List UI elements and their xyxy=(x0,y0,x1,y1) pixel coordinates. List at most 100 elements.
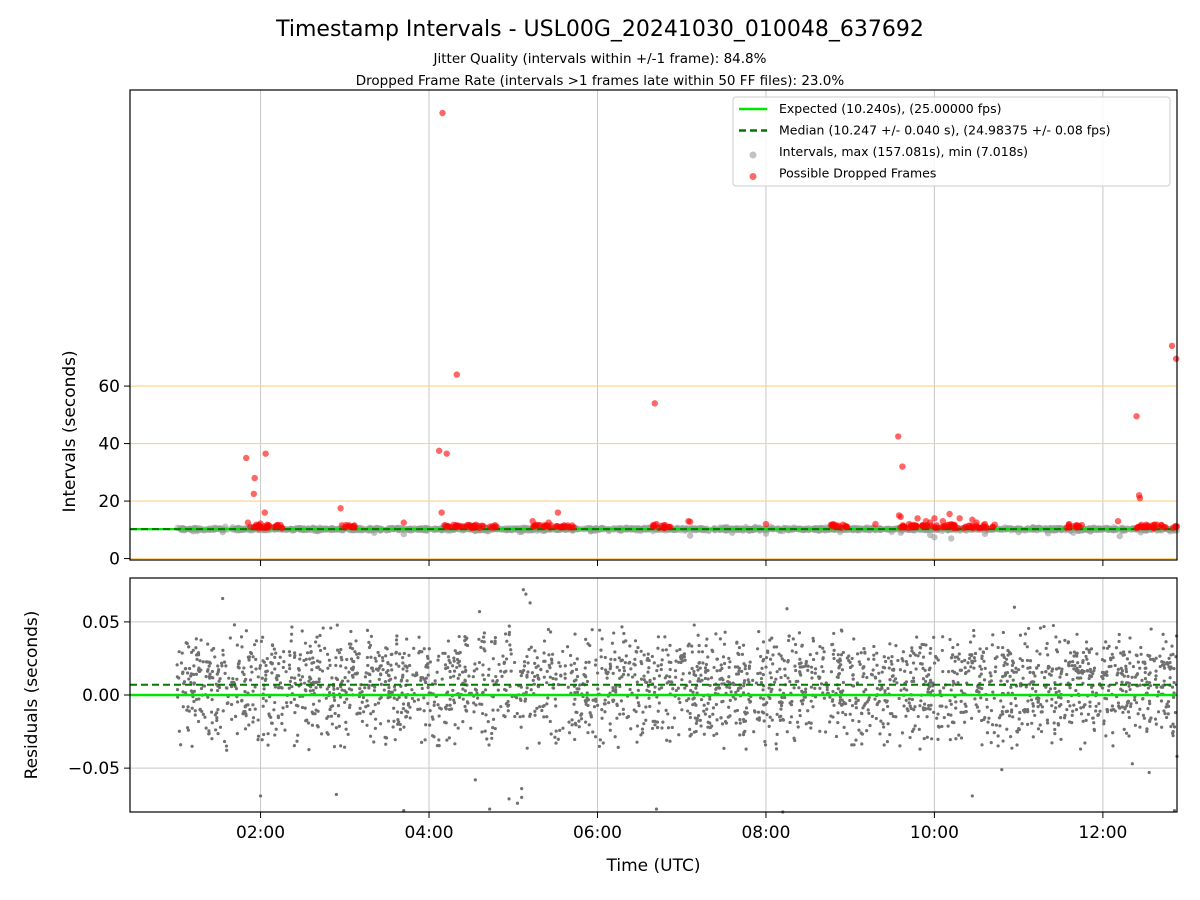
residual-point xyxy=(585,691,589,695)
residual-point xyxy=(913,724,917,728)
residual-point xyxy=(343,689,347,693)
residual-point xyxy=(720,682,724,686)
residual-point xyxy=(655,726,660,730)
residual-point xyxy=(621,712,626,716)
dropped-frame-point xyxy=(554,509,562,516)
residual-point xyxy=(990,643,994,647)
residual-point xyxy=(703,712,708,716)
residual-point xyxy=(284,670,288,674)
residual-point xyxy=(842,725,846,729)
residual-point xyxy=(1111,655,1115,660)
residual-point xyxy=(912,727,916,731)
dropped-frame-point xyxy=(569,522,576,529)
residual-point xyxy=(839,663,843,667)
residual-point xyxy=(809,726,813,730)
residual-point xyxy=(480,702,484,706)
residual-point xyxy=(404,709,408,713)
residual-point xyxy=(1147,770,1151,775)
residual-point xyxy=(384,670,389,674)
residual-point xyxy=(319,685,323,689)
residual-point xyxy=(699,724,703,728)
residual-point xyxy=(270,643,275,647)
residual-point xyxy=(533,713,537,717)
residual-point xyxy=(496,688,500,692)
residual-point xyxy=(706,668,710,673)
residual-point xyxy=(402,808,406,813)
residual-point xyxy=(644,718,648,722)
residual-point xyxy=(463,638,467,643)
dropped-frame-point xyxy=(1151,521,1158,529)
dropped-frame-point xyxy=(435,447,443,454)
residual-point xyxy=(980,743,984,747)
dropped-frame-point xyxy=(1158,522,1166,529)
residual-point xyxy=(437,744,441,748)
residual-point xyxy=(177,650,181,654)
residual-point xyxy=(216,707,220,712)
residual-point xyxy=(654,807,659,811)
residual-point xyxy=(181,670,185,674)
residual-point xyxy=(863,702,867,706)
residual-point xyxy=(326,732,330,736)
dropped-frame-point xyxy=(493,523,500,530)
residual-point xyxy=(861,665,865,670)
residual-point xyxy=(837,660,841,664)
residual-point xyxy=(1136,660,1140,664)
residual-point xyxy=(644,705,648,709)
residual-point xyxy=(1113,663,1117,668)
residual-point xyxy=(414,671,419,675)
residual-point xyxy=(204,675,208,679)
residual-point xyxy=(743,667,747,671)
residual-point xyxy=(209,710,214,714)
residual-point xyxy=(809,699,813,703)
residual-point xyxy=(980,656,984,661)
residual-point xyxy=(1076,668,1080,672)
dropped-frame-point xyxy=(956,515,963,522)
residual-point xyxy=(789,715,794,719)
residual-point xyxy=(744,747,748,751)
residual-point xyxy=(915,635,919,639)
intervals-axes-frame xyxy=(129,89,1178,561)
residual-point xyxy=(603,655,607,660)
residual-point xyxy=(491,679,495,683)
residual-point xyxy=(227,676,231,680)
residual-point xyxy=(251,655,255,659)
residual-point xyxy=(351,666,355,671)
residual-point xyxy=(1081,705,1086,709)
residual-point xyxy=(452,674,456,678)
residual-point xyxy=(273,685,277,689)
residual-point xyxy=(303,641,308,645)
residual-point xyxy=(422,647,426,651)
residual-point xyxy=(1040,705,1045,709)
residual-point xyxy=(886,656,891,660)
residual-point xyxy=(356,656,360,660)
residual-point xyxy=(351,675,355,679)
residual-point xyxy=(764,655,769,660)
dropped-frame-point xyxy=(265,522,273,529)
residual-point xyxy=(661,720,665,724)
dropped-frame-point xyxy=(553,523,560,530)
residual-point xyxy=(660,726,664,730)
residual-point xyxy=(768,638,772,642)
residual-point xyxy=(289,639,293,643)
residual-point xyxy=(951,683,955,687)
residual-point xyxy=(392,706,396,710)
residual-point xyxy=(954,706,958,710)
residual-point xyxy=(714,687,718,691)
residual-point xyxy=(694,729,698,734)
intervals-y-tick-label: 20 xyxy=(98,492,120,512)
residual-point xyxy=(273,655,277,659)
residual-point xyxy=(419,678,423,682)
residuals-y-ticks: −0.050.000.05 xyxy=(68,613,130,779)
residual-point xyxy=(1131,665,1136,669)
interval-point xyxy=(931,534,938,541)
residual-point xyxy=(693,716,697,720)
residual-point xyxy=(854,706,858,710)
residual-point xyxy=(890,668,895,672)
residual-point xyxy=(300,705,305,710)
residual-point xyxy=(428,709,432,713)
threshold-lines xyxy=(130,385,1177,560)
residual-point xyxy=(626,714,631,719)
residual-point xyxy=(1060,669,1064,674)
residual-point xyxy=(672,716,677,720)
residual-point xyxy=(367,640,371,644)
